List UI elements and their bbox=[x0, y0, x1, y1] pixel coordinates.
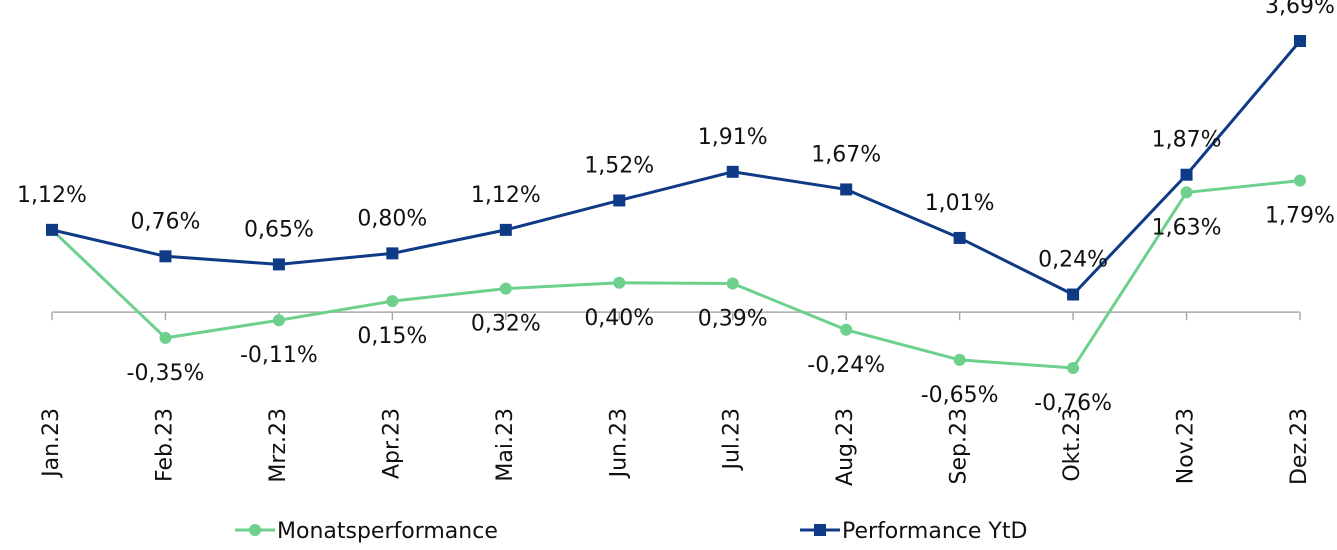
marker bbox=[272, 314, 285, 327]
data-label: -0,11% bbox=[240, 343, 318, 368]
marker bbox=[46, 223, 58, 236]
marker bbox=[1067, 362, 1080, 374]
marker bbox=[499, 282, 512, 295]
data-label: -0,35% bbox=[127, 361, 205, 386]
x-tick-label: Jul.23 bbox=[720, 408, 745, 472]
data-label: 0,32% bbox=[471, 312, 541, 337]
data-label: 3,69% bbox=[1265, 0, 1335, 19]
x-tick-label: Nov.23 bbox=[1174, 408, 1199, 484]
marker bbox=[1180, 168, 1193, 181]
legend-marker bbox=[814, 524, 826, 536]
data-label: -0,76% bbox=[1034, 391, 1112, 416]
data-label: 0,40% bbox=[584, 306, 654, 331]
marker bbox=[840, 323, 853, 336]
data-label: 1,91% bbox=[698, 125, 768, 150]
marker bbox=[272, 258, 285, 271]
x-tick-label: Aug.23 bbox=[833, 408, 858, 486]
x-tick-label: Dez.23 bbox=[1287, 408, 1312, 485]
marker bbox=[1180, 186, 1193, 199]
x-tick-label: Feb.23 bbox=[152, 408, 177, 482]
x-tick-label: Mrz.23 bbox=[266, 408, 291, 483]
data-label: 1,67% bbox=[811, 142, 881, 167]
marker bbox=[386, 295, 399, 308]
legend-marker bbox=[249, 524, 261, 536]
data-label: 0,80% bbox=[357, 206, 427, 231]
data-label: 1,12% bbox=[471, 183, 541, 208]
marker bbox=[613, 276, 626, 289]
marker bbox=[159, 331, 172, 344]
marker bbox=[1067, 288, 1080, 301]
x-tick-label: Jun.23 bbox=[606, 408, 631, 479]
x-tick-label: Apr.23 bbox=[379, 408, 404, 479]
marker bbox=[499, 223, 512, 236]
marker bbox=[386, 247, 399, 260]
data-label: 0,15% bbox=[357, 324, 427, 349]
data-label: 1,87% bbox=[1152, 128, 1222, 153]
marker bbox=[840, 183, 853, 196]
data-label: 0,76% bbox=[131, 209, 201, 234]
marker bbox=[953, 353, 966, 366]
data-label: 1,52% bbox=[584, 153, 654, 178]
marker bbox=[613, 194, 626, 207]
data-label: -0,65% bbox=[921, 383, 999, 408]
legend-label: Monatsperformance bbox=[277, 519, 498, 544]
marker bbox=[726, 277, 739, 290]
marker bbox=[953, 231, 966, 244]
marker bbox=[159, 250, 172, 263]
x-tick-label: Sep.23 bbox=[947, 408, 972, 484]
data-label: 0,39% bbox=[698, 306, 768, 331]
data-label: 1,63% bbox=[1152, 215, 1222, 240]
series-line bbox=[50, 179, 1301, 370]
x-tick-label: Okt.23 bbox=[1060, 408, 1085, 482]
x-tick-label: Jan.23 bbox=[39, 408, 64, 479]
data-label: 0,24% bbox=[1038, 248, 1108, 273]
data-label: 1,79% bbox=[1265, 204, 1335, 229]
marker bbox=[726, 165, 739, 178]
marker bbox=[1294, 174, 1306, 187]
data-label: 1,12% bbox=[17, 183, 87, 208]
series-line bbox=[51, 40, 1302, 297]
x-tick-label: Mai.23 bbox=[493, 408, 518, 482]
data-label: -0,24% bbox=[807, 353, 885, 378]
data-label: 0,65% bbox=[244, 217, 314, 242]
data-label: 1,01% bbox=[925, 191, 995, 216]
legend-label: Performance YtD bbox=[842, 519, 1027, 544]
marker bbox=[1294, 35, 1306, 47]
